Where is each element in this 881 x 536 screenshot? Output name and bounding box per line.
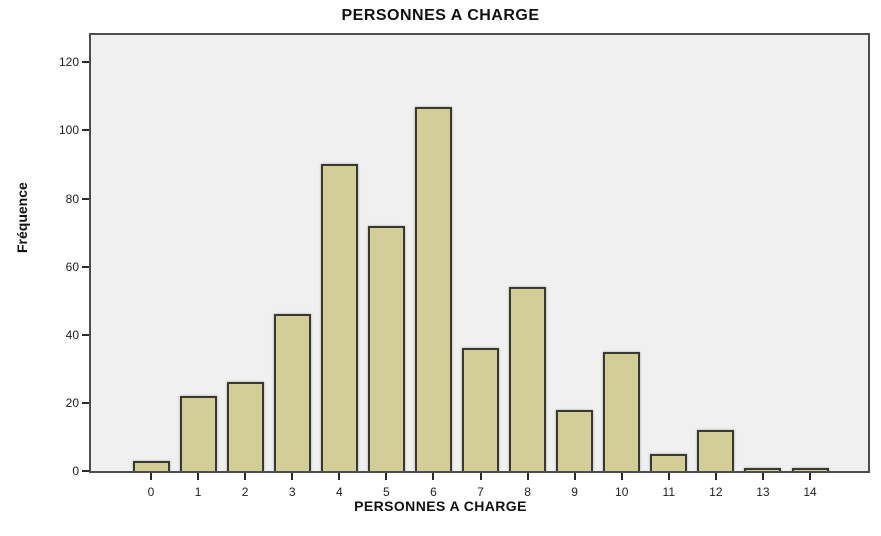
y-tick-label: 0 [72,464,79,478]
bar [509,287,547,471]
x-tick-label: 7 [477,485,484,499]
x-tick-label: 13 [756,485,770,499]
x-axis-tick [761,473,764,480]
y-tick-label: 80 [65,191,79,206]
x-tick-label: 1 [194,485,202,499]
bar [273,314,311,471]
x-axis-tick [338,473,341,480]
x-tick-label: 11 [662,485,676,499]
chart-title: PERSONNES A CHARGE [341,7,540,24]
bar [132,460,170,471]
x-tick-label: 2 [241,485,249,499]
y-tick-label: 20 [65,395,79,410]
x-tick-label: 9 [571,485,578,499]
y-axis-tick [82,401,89,404]
x-axis-tick [526,473,529,480]
bar [556,409,594,471]
x-tick-label: 12 [709,485,723,499]
bar [791,467,829,471]
y-axis-tick [82,129,89,132]
bar [462,348,499,471]
x-axis-tick [714,473,717,480]
bar [414,106,452,471]
y-axis-tick [82,61,89,64]
x-tick-label: 14 [803,485,817,499]
x-axis-tick [809,473,811,480]
x-axis-tick [197,473,200,480]
x-axis-label: PERSONNES A CHARGE [354,498,527,514]
x-axis-tick [385,473,388,480]
y-tick-label: 100 [58,123,79,138]
x-axis-tick [667,473,670,480]
x-tick-label: 5 [383,485,390,499]
bar [320,164,358,471]
x-axis-tick [479,473,482,480]
x-axis-tick [291,473,294,480]
y-tick-label: 60 [65,259,79,274]
bar [179,396,217,471]
y-tick-label: 120 [58,55,79,70]
bar [367,225,405,471]
y-axis-label: Fréquence [14,182,30,253]
x-axis-tick [620,473,623,480]
x-tick-label: 4 [335,485,343,499]
x-axis-tick [150,473,152,480]
bar [697,430,735,471]
bar [603,351,641,471]
x-axis-tick [573,473,576,480]
bar [650,453,688,471]
x-tick-label: 6 [430,485,437,499]
y-axis-tick [82,197,89,200]
y-axis-tick [82,470,89,472]
bar [744,467,782,471]
x-tick-label: 8 [524,485,531,499]
y-axis-tick [82,265,89,268]
plot-area: 0 20 40 60 80 100 120 0 1 2 3 4 5 6 7 8 9 10 11 12 13 14 [59,33,870,499]
y-tick-label: 40 [65,327,79,342]
x-tick-label: 0 [147,485,155,499]
x-axis-tick [244,473,247,480]
bar [226,382,264,471]
x-axis-tick [432,473,435,480]
x-tick-label: 10 [615,485,629,499]
y-axis-tick [82,333,89,336]
x-tick-label: 3 [288,485,296,499]
